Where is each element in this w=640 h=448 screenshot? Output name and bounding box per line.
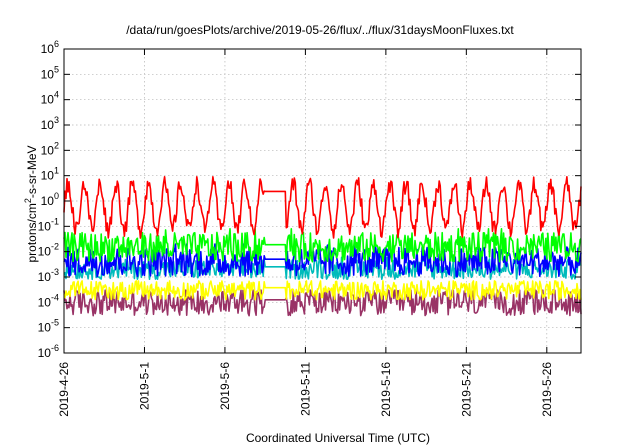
- x-tick-label: 2019-5-26: [540, 362, 554, 417]
- y-tick-label: 10-6: [38, 343, 59, 360]
- x-tick-label: 2019-5-16: [379, 362, 393, 417]
- y-axis-label-superscript: 2: [23, 198, 33, 203]
- y-tick-label: 106: [41, 39, 59, 56]
- y-tick-label: 102: [41, 140, 59, 157]
- x-tick-label: 2019-5-11: [298, 362, 312, 416]
- y-tick-label: 10-2: [38, 242, 59, 259]
- y-tick-label: 101: [41, 166, 59, 183]
- series-line: [63, 243, 582, 278]
- x-tick-label: 2019-5-21: [459, 362, 473, 417]
- x-tick-label: 2019-4-26: [57, 362, 71, 417]
- series-layer: [63, 176, 582, 317]
- y-axis-label-part-1: protons/cm: [25, 203, 39, 262]
- y-tick-label: 100: [41, 191, 59, 208]
- y-tick-label: 10-1: [38, 216, 59, 233]
- y-axis-label: protons/cm2-s-sr-MeV: [23, 145, 39, 262]
- y-axis-label-part-2: -s-sr-MeV: [25, 145, 39, 198]
- y-tick-label: 10-5: [38, 318, 59, 335]
- y-tick-label: 104: [41, 90, 59, 107]
- series-line: [63, 280, 582, 301]
- x-tick-label: 2019-5-1: [137, 362, 151, 410]
- chart-title: /data/run/goesPlots/archive/2019-05-26/f…: [126, 23, 514, 37]
- series-line: [63, 176, 582, 239]
- ticks: 10-6 10-5 10-4 10-3 10-2 10-1 100 101 102 103 104 1…: [38, 39, 581, 417]
- x-axis-label: Coordinated Universal Time (UTC): [246, 431, 430, 445]
- series-line: [63, 228, 582, 263]
- y-tick-label: 10-4: [38, 292, 59, 309]
- y-tick-label: 105: [41, 64, 59, 81]
- x-tick-label: 2019-5-6: [218, 362, 232, 410]
- y-tick-label: 10-3: [38, 267, 59, 284]
- y-tick-label: 103: [41, 115, 59, 132]
